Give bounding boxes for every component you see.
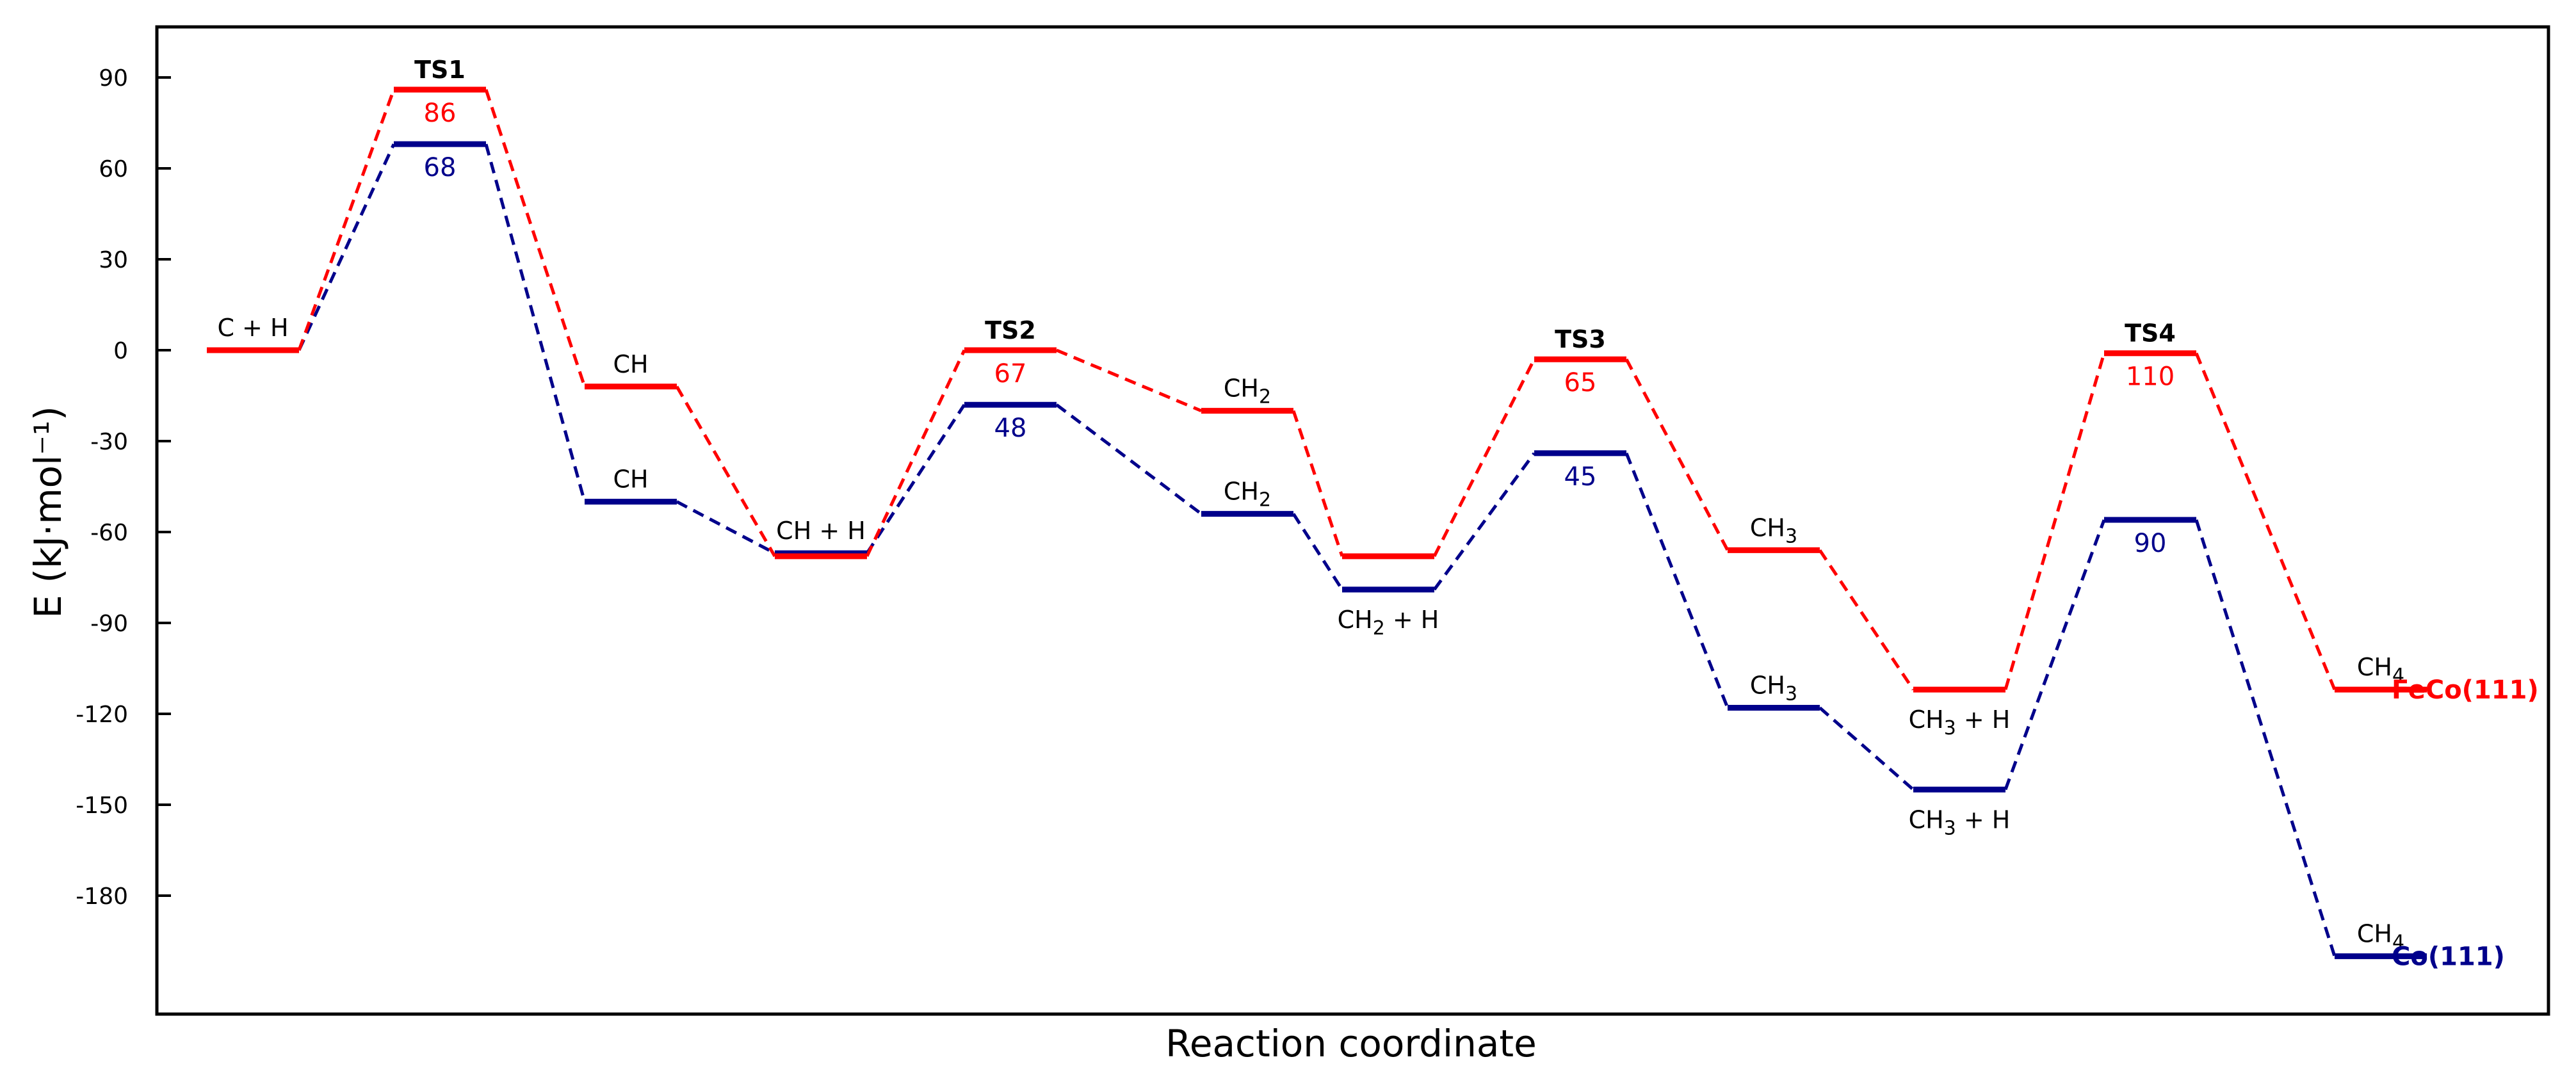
connectors: [297, 89, 2337, 957]
barrier-value-feco: 67: [994, 359, 1027, 389]
stage-label-ts3: TS3: [1555, 325, 1606, 353]
connector-co: [1055, 403, 1203, 515]
y-axis-title: E (kJ·mol⁻¹): [26, 406, 70, 618]
connector-feco: [484, 89, 587, 387]
barrier-value-co: 68: [424, 153, 457, 182]
barrier-value-co: 90: [2134, 529, 2167, 558]
series-label-co: Co(111): [2392, 942, 2505, 972]
stage-label-ch3-co: CH3: [1750, 671, 1797, 705]
connector-feco: [2194, 352, 2337, 691]
y-tick-label: -60: [90, 520, 128, 546]
barrier-value-co: 48: [994, 414, 1027, 443]
connector-co: [484, 143, 587, 503]
barrier-value-feco: 65: [1564, 368, 1597, 398]
y-tick-label: -180: [76, 883, 128, 910]
connector-co: [2194, 519, 2337, 957]
connector-co: [2004, 519, 2106, 791]
barrier-value-feco: 86: [424, 99, 457, 128]
barrier-value-co: 45: [1564, 462, 1597, 492]
connector-co: [676, 500, 776, 555]
y-tick-label: -150: [76, 793, 128, 819]
stage-label-ch3-feco: CH3: [1750, 513, 1797, 547]
y-tick-label: -120: [76, 702, 128, 728]
y-tick-label: 60: [99, 156, 128, 182]
stage-labels: 86 67 65 110 68 48 45 90 C + H TS1 CH CH CH + H TS2 CH…: [217, 56, 2404, 954]
stage-label-ch4-feco: CH4: [2357, 653, 2404, 687]
connector-co: [1432, 452, 1536, 591]
y-tick-label: -90: [90, 611, 128, 637]
stage-label-ch3-h-feco: CH3 + H: [1909, 706, 2011, 739]
stage-label-ch-feco: CH: [613, 350, 648, 378]
y-tick-label: 0: [113, 338, 128, 364]
series-label-feco: FeCo(111): [2392, 675, 2539, 705]
connector-feco: [1624, 359, 1729, 551]
connector-co: [297, 143, 396, 351]
barrier-value-feco: 110: [2126, 362, 2175, 392]
stage-label-ch4-co: CH4: [2357, 920, 2404, 954]
stage-label-ch-h: CH + H: [776, 517, 866, 545]
y-tick-label: 30: [99, 247, 128, 273]
stage-label-c-h: C + H: [217, 314, 288, 342]
stage-label-ch2-co: CH2: [1224, 478, 1271, 512]
connector-co: [1819, 706, 1915, 791]
y-tick-label: 90: [99, 65, 128, 92]
connector-feco: [865, 349, 966, 557]
connector-feco: [1056, 348, 1202, 412]
connector-co: [1292, 513, 1344, 591]
stage-label-ch2-feco: CH2: [1224, 375, 1271, 408]
stage-label-ch2-h: CH2 + H: [1338, 606, 1439, 640]
stage-label-ts1: TS1: [414, 56, 466, 84]
connector-feco: [1818, 549, 1915, 691]
connector-feco: [2004, 353, 2106, 690]
stage-label-ts2: TS2: [985, 316, 1036, 344]
connector-feco: [1292, 410, 1344, 557]
stage-label-ts4: TS4: [2125, 319, 2176, 348]
connector-co: [865, 403, 966, 554]
connector-feco: [675, 385, 777, 558]
connector-co: [1624, 452, 1729, 709]
connector-feco: [297, 89, 396, 351]
plot-frame: [155, 25, 2550, 1016]
x-axis-title: Reaction coordinate: [1165, 1022, 1537, 1065]
energy-levels: [207, 86, 2427, 960]
stage-label-ch-co: CH: [613, 465, 648, 494]
y-axis-ticks: 90 60 30 0 -30 -60 -90 -120 -150 -180: [76, 65, 171, 910]
stage-label-ch3-h-co: CH3 + H: [1909, 805, 2011, 839]
y-tick-label: -30: [90, 429, 128, 455]
connector-feco: [1432, 359, 1536, 557]
